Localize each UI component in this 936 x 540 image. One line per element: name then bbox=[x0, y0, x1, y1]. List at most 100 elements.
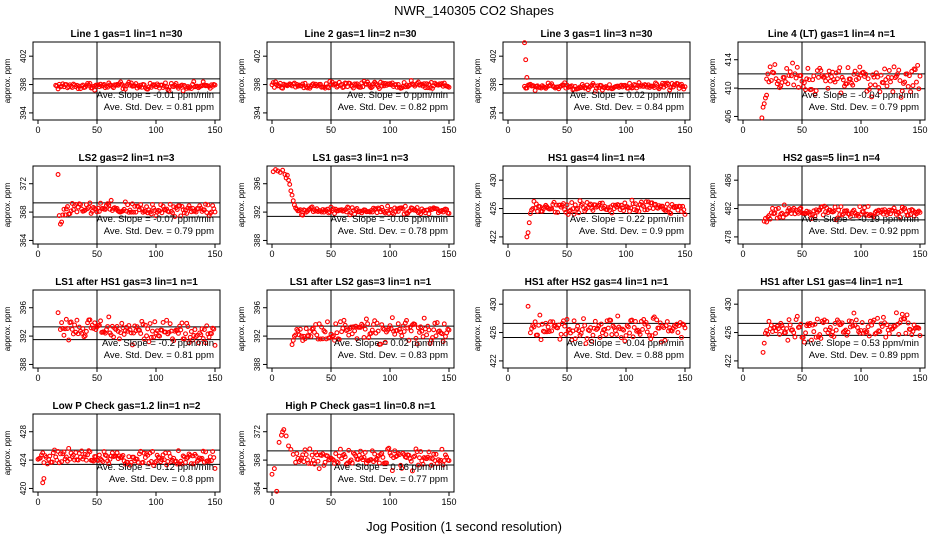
data-point bbox=[425, 454, 431, 460]
data-point bbox=[100, 459, 106, 465]
x-tick-label: 100 bbox=[148, 497, 163, 507]
data-point bbox=[555, 210, 561, 215]
data-point bbox=[330, 206, 336, 212]
data-point bbox=[60, 212, 66, 218]
stat-annotation: Ave. Std. Dev. = 0.89 ppm bbox=[809, 350, 919, 361]
data-point bbox=[121, 331, 127, 337]
stat-annotation: Ave. Slope = -0.19 ppm/min bbox=[802, 214, 919, 225]
data-point bbox=[380, 454, 386, 460]
data-point bbox=[142, 322, 148, 328]
data-point bbox=[906, 73, 912, 79]
data-point bbox=[590, 207, 596, 213]
data-point bbox=[677, 203, 683, 209]
data-point bbox=[531, 198, 537, 204]
data-point bbox=[817, 207, 823, 213]
plot-frame bbox=[502, 41, 691, 121]
x-tick-label: 150 bbox=[207, 497, 222, 507]
data-point bbox=[92, 87, 98, 93]
data-point bbox=[369, 327, 375, 333]
data-point bbox=[597, 334, 603, 340]
data-point bbox=[837, 65, 843, 71]
panel-title: Line 4 (LT) gas=1 lin=4 n=1 bbox=[768, 29, 896, 40]
panel-ylabel: approx. ppm bbox=[3, 58, 12, 103]
data-point bbox=[863, 71, 869, 77]
data-series bbox=[35, 445, 218, 486]
data-point bbox=[145, 326, 151, 332]
data-point bbox=[760, 349, 766, 355]
panel-ylabel: approx. ppm bbox=[708, 182, 717, 227]
data-point bbox=[910, 328, 916, 334]
data-point bbox=[361, 334, 367, 340]
data-point bbox=[585, 87, 591, 93]
data-point bbox=[138, 331, 144, 336]
x-tick-label: 50 bbox=[797, 125, 807, 135]
panel-ylabel: approx. ppm bbox=[708, 58, 717, 103]
data-point bbox=[834, 215, 840, 221]
data-point bbox=[898, 94, 904, 100]
data-point bbox=[787, 322, 793, 328]
y-tick-label: 398 bbox=[253, 77, 262, 91]
data-point bbox=[75, 457, 81, 463]
panel-ylabel: approx. ppm bbox=[473, 306, 482, 351]
data-point bbox=[762, 330, 768, 336]
data-point bbox=[399, 333, 405, 339]
data-point bbox=[177, 203, 183, 209]
data-point bbox=[550, 319, 556, 325]
data-point bbox=[200, 448, 206, 454]
chart-panel-13: Low P Check gas=1.2 lin=1 n=2 approx. ppm… bbox=[3, 401, 223, 507]
data-point bbox=[888, 79, 893, 85]
data-point bbox=[908, 89, 914, 95]
data-point bbox=[522, 40, 527, 46]
data-point bbox=[800, 334, 806, 340]
data-point bbox=[849, 319, 855, 324]
x-tick-label: 100 bbox=[618, 249, 633, 259]
y-tick-label: 398 bbox=[19, 77, 28, 91]
data-point bbox=[812, 321, 818, 327]
stat-annotation: Ave. Slope = 0.02 ppm/min bbox=[570, 90, 684, 101]
data-point bbox=[210, 449, 216, 455]
data-point bbox=[576, 210, 582, 216]
data-point bbox=[775, 205, 781, 211]
data-point bbox=[872, 82, 878, 88]
y-tick-label: 392 bbox=[253, 205, 262, 219]
x-tick-label: 0 bbox=[269, 249, 274, 259]
data-point bbox=[319, 209, 325, 215]
data-point bbox=[581, 316, 586, 322]
data-point bbox=[664, 319, 670, 325]
data-point bbox=[65, 204, 70, 210]
data-point bbox=[315, 336, 321, 342]
data-point bbox=[790, 60, 796, 66]
data-point bbox=[92, 320, 98, 326]
data-point bbox=[572, 202, 578, 208]
y-tick-label: 424 bbox=[19, 453, 28, 467]
data-point bbox=[549, 81, 555, 87]
data-point bbox=[850, 82, 856, 88]
data-point bbox=[393, 208, 399, 214]
x-tick-label: 100 bbox=[148, 249, 163, 259]
panels-grid: Line 1 gas=1 lin=1 n=30 approx. ppm 0 50 100… bbox=[3, 29, 928, 507]
x-tick-label: 50 bbox=[326, 373, 336, 383]
data-point bbox=[175, 448, 181, 454]
data-point bbox=[148, 211, 154, 217]
data-point bbox=[893, 310, 899, 316]
data-point bbox=[352, 328, 358, 334]
data-point bbox=[209, 458, 214, 464]
data-point bbox=[345, 327, 350, 333]
data-point bbox=[428, 337, 434, 343]
data-point bbox=[549, 328, 555, 334]
stat-annotation: Ave. Std. Dev. = 0.78 ppm bbox=[338, 226, 448, 237]
x-tick-label: 150 bbox=[677, 125, 692, 135]
data-point bbox=[524, 234, 530, 240]
plot-frame bbox=[737, 41, 926, 121]
data-point bbox=[196, 340, 201, 346]
stat-annotation: Ave. Slope = -0.07 ppm/min bbox=[97, 214, 214, 225]
y-tick-label: 392 bbox=[253, 329, 262, 343]
x-tick-label: 100 bbox=[618, 373, 633, 383]
data-point bbox=[446, 84, 452, 90]
data-series bbox=[524, 197, 688, 240]
data-point bbox=[897, 214, 903, 220]
data-series bbox=[522, 40, 688, 94]
plot-frame bbox=[32, 289, 221, 369]
data-point bbox=[761, 340, 767, 346]
data-point bbox=[105, 324, 111, 329]
